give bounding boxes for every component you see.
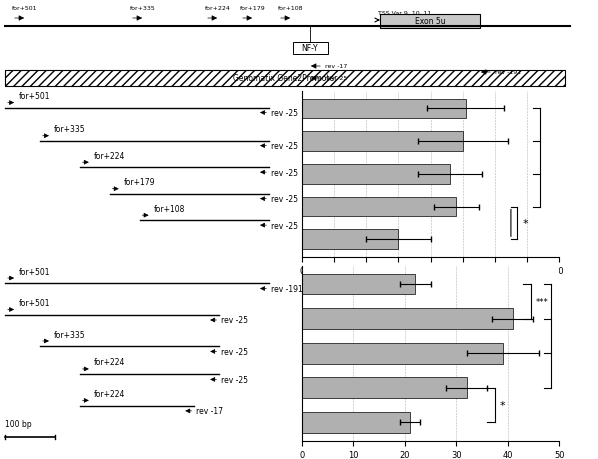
Text: 100 bp: 100 bp bbox=[5, 420, 32, 428]
Text: *: * bbox=[522, 218, 528, 229]
Text: for+179: for+179 bbox=[240, 6, 266, 11]
Text: for+335: for+335 bbox=[54, 125, 86, 134]
Text: NF-Y: NF-Y bbox=[301, 45, 318, 53]
Text: for+501: for+501 bbox=[19, 298, 50, 308]
Text: for+501: for+501 bbox=[19, 92, 50, 101]
Bar bbox=[302, 230, 398, 250]
Text: for+501: for+501 bbox=[19, 267, 50, 276]
Bar bbox=[292, 43, 328, 55]
Text: rev -191: rev -191 bbox=[271, 285, 303, 293]
X-axis label: RLU fold change relative to endfilled control vector: RLU fold change relative to endfilled co… bbox=[333, 281, 528, 290]
Text: Genomatix Gene2Promoter: Genomatix Gene2Promoter bbox=[233, 74, 337, 84]
Text: rev -17: rev -17 bbox=[325, 64, 347, 69]
Text: rev -25: rev -25 bbox=[221, 347, 248, 356]
Text: rev -25: rev -25 bbox=[271, 195, 298, 204]
Bar bbox=[302, 165, 450, 184]
Text: for+224: for+224 bbox=[94, 358, 125, 367]
Bar bbox=[302, 343, 502, 364]
Bar bbox=[302, 274, 415, 295]
Text: for+335: for+335 bbox=[54, 330, 86, 339]
Text: for+108: for+108 bbox=[278, 6, 304, 11]
Text: TSS Var 9, 10, 11: TSS Var 9, 10, 11 bbox=[378, 11, 431, 16]
Bar bbox=[302, 378, 466, 398]
Bar bbox=[302, 99, 466, 119]
Bar bbox=[302, 197, 456, 217]
Text: rev -25: rev -25 bbox=[325, 76, 347, 81]
Text: for+224: for+224 bbox=[94, 151, 125, 161]
Text: *: * bbox=[500, 400, 506, 410]
Text: rev -17: rev -17 bbox=[196, 407, 223, 415]
Text: for+179: for+179 bbox=[124, 178, 155, 187]
Bar bbox=[302, 132, 463, 151]
Text: rev -25: rev -25 bbox=[271, 142, 298, 151]
Text: rev -25: rev -25 bbox=[221, 375, 248, 384]
Bar bbox=[380, 15, 480, 29]
Text: Exon 5u: Exon 5u bbox=[414, 17, 446, 27]
Text: rev -25: rev -25 bbox=[221, 316, 248, 325]
Text: for+501: for+501 bbox=[12, 6, 38, 11]
Text: for+108: for+108 bbox=[154, 204, 185, 213]
Text: rev -25: rev -25 bbox=[271, 221, 298, 230]
Text: ***: *** bbox=[536, 297, 549, 306]
Bar bbox=[302, 308, 513, 329]
Text: rev -25: rev -25 bbox=[271, 109, 298, 118]
Text: for+224: for+224 bbox=[94, 389, 125, 398]
Text: rev -191: rev -191 bbox=[495, 70, 521, 75]
Bar bbox=[5, 71, 565, 87]
Text: for+224: for+224 bbox=[205, 6, 231, 11]
Text: for+335: for+335 bbox=[130, 6, 155, 11]
Text: rev -25: rev -25 bbox=[271, 168, 298, 177]
Bar bbox=[302, 412, 410, 433]
